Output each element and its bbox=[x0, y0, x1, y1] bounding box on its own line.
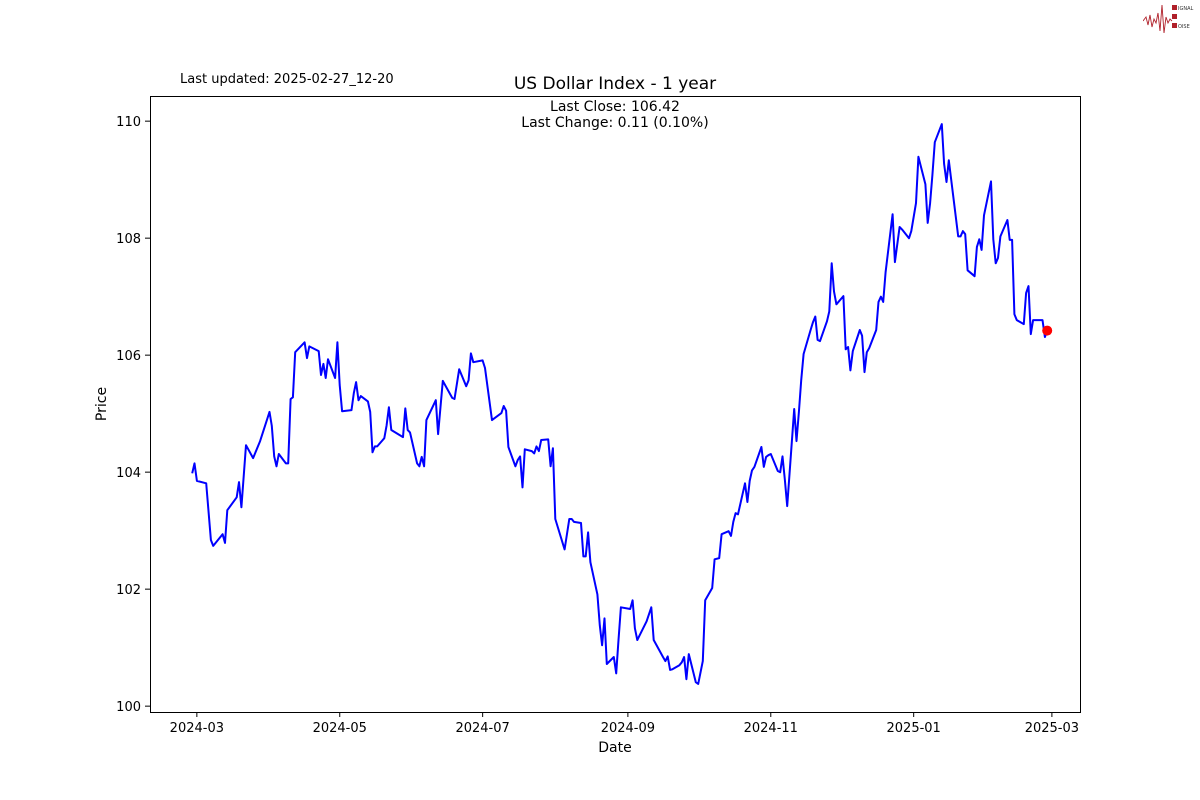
y-tick-label: 110 bbox=[116, 115, 141, 130]
chart-title: US Dollar Index - 1 year bbox=[514, 74, 716, 94]
svg-text:OISE: OISE bbox=[1178, 24, 1190, 30]
svg-text:IGNAL: IGNAL bbox=[1178, 6, 1194, 12]
x-tick-label: 2025-03 bbox=[1025, 721, 1079, 736]
last-updated-label: Last updated: 2025-02-27_12-20 bbox=[180, 72, 394, 87]
x-tick-label: 2025-01 bbox=[887, 721, 941, 736]
x-axis-label: Date bbox=[598, 740, 631, 756]
x-tick-label: 2024-09 bbox=[601, 721, 655, 736]
y-tick-label: 104 bbox=[116, 466, 141, 481]
x-tick-label: 2024-03 bbox=[170, 721, 224, 736]
y-axis-label: Price bbox=[94, 387, 110, 421]
x-tick-label: 2024-05 bbox=[313, 721, 367, 736]
last-close-annotation: Last Close: 106.42 bbox=[550, 99, 680, 115]
y-tick-label: 102 bbox=[116, 583, 141, 598]
y-tick-label: 108 bbox=[116, 232, 141, 247]
y-tick-label: 106 bbox=[116, 349, 141, 364]
y-tick-label: 100 bbox=[116, 700, 141, 715]
last-change-annotation: Last Change: 0.11 (0.10%) bbox=[521, 115, 708, 131]
x-tick-label: 2024-11 bbox=[744, 721, 798, 736]
last-close-marker bbox=[1042, 325, 1053, 336]
price-line bbox=[191, 123, 1049, 685]
x-tick-label: 2024-07 bbox=[455, 721, 509, 736]
signal-2-noise-logo: IGNAL OISE bbox=[1143, 4, 1194, 34]
